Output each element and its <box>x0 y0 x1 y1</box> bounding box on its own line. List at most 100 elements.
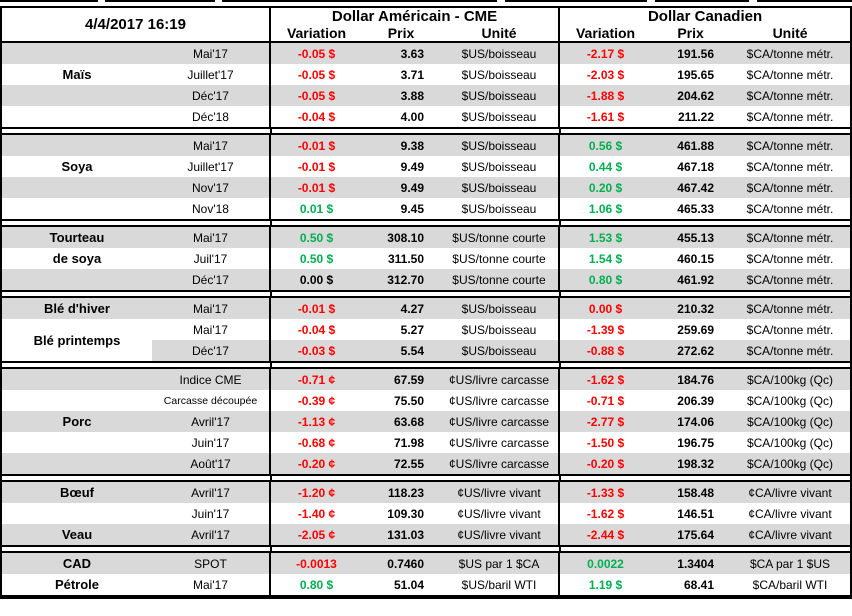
usd-price: 9.49 <box>400 180 424 195</box>
usd-variation: -2.05 ¢ <box>269 524 362 546</box>
usd-unit: $US/boisseau <box>461 67 537 82</box>
table-row: Déc'17 -0.05 $ 3.88 $US/boisseau -1.88 $… <box>2 85 850 106</box>
cad-unit: $CA par 1 $US <box>749 556 831 571</box>
usd-price: 0.7460 <box>387 556 424 571</box>
table-row: Blé d'hiver Mai'17 -0.01 $ 4.27 $US/bois… <box>2 297 850 319</box>
usd-unit: $US/boisseau <box>461 301 537 316</box>
usd-unit: ¢US/livre carcasse <box>448 372 550 387</box>
usd-unit: $US/boisseau <box>461 46 537 61</box>
cad-price: 175.64 <box>677 527 714 542</box>
cad-price: 272.62 <box>677 343 714 358</box>
contract-month: SPOT <box>194 556 227 571</box>
cad-variation: 0.44 $ <box>558 156 651 177</box>
cad-price: 198.32 <box>677 456 714 471</box>
cad-variation: -2.77 $ <box>558 411 651 432</box>
usd-variation: -0.68 ¢ <box>269 432 362 453</box>
usd-unit: $US/tonne courte <box>452 251 546 266</box>
cad-unit: $CA/tonne métr. <box>746 230 834 245</box>
cad-unit: $CA/100kg (Qc) <box>746 372 834 387</box>
usd-unit: $US/baril WTI <box>461 577 537 592</box>
commodity-label <box>2 85 152 106</box>
cad-price: 467.42 <box>677 180 714 195</box>
table-row: Porc Avril'17 -1.13 ¢ 63.68 ¢US/livre ca… <box>2 411 850 432</box>
commodity-label: de soya <box>52 251 102 266</box>
cad-variation: 0.00 $ <box>558 297 651 319</box>
usd-unit: $US/boisseau <box>461 322 537 337</box>
usd-unit: $US/boisseau <box>461 109 537 124</box>
cad-price: 68.41 <box>683 577 714 592</box>
usd-prix-header: Prix <box>387 25 415 41</box>
commodity-label: Blé printemps <box>2 319 152 362</box>
usd-unit: ¢US/livre carcasse <box>448 393 550 408</box>
cad-price: 455.13 <box>677 230 714 245</box>
commodity-label <box>2 432 152 453</box>
group-boeuf-veau: Bœuf Avril'17 -1.20 ¢ 118.23 ¢US/livre v… <box>2 480 850 547</box>
usd-variation: 0.50 $ <box>269 248 362 269</box>
cad-price: 461.88 <box>677 138 714 153</box>
group-divider <box>2 476 850 480</box>
table-row: Carcasse découpée -0.39 ¢ 75.50 ¢US/livr… <box>2 390 850 411</box>
cad-price: 211.22 <box>677 109 714 124</box>
table-row: Déc'17 -0.03 $ 5.54 $US/boisseau -0.88 $… <box>2 340 850 362</box>
usd-section-title: Dollar Américain - CME <box>269 8 560 25</box>
usd-variation: -0.04 $ <box>269 319 362 340</box>
cad-unit: $CA/tonne métr. <box>746 272 834 287</box>
commodity-label <box>2 177 152 198</box>
cad-price: 1.3404 <box>677 556 714 571</box>
cad-variation: 1.06 $ <box>558 198 651 220</box>
table-row: Déc'18 -0.04 $ 4.00 $US/boisseau -1.61 $… <box>2 106 850 128</box>
cad-variation: -1.39 $ <box>558 319 651 340</box>
cad-section-title: Dollar Canadien <box>558 8 851 25</box>
usd-variation: -0.39 ¢ <box>269 390 362 411</box>
commodity-label: CAD <box>62 556 92 571</box>
usd-variation: -0.0013 <box>269 552 362 574</box>
contract-month: Déc'18 <box>192 109 229 124</box>
usd-unit: $US par 1 $CA <box>458 556 540 571</box>
commodity-label <box>2 453 152 475</box>
commodity-label <box>2 503 152 524</box>
cad-price: 460.15 <box>677 251 714 266</box>
usd-price: 51.04 <box>393 577 424 592</box>
table-row: Veau Avril'17 -2.05 ¢ 131.03 ¢US/livre v… <box>2 524 850 546</box>
usd-unit: $US/tonne courte <box>452 230 546 245</box>
contract-month: Août'17 <box>190 456 231 471</box>
contract-month: Avril'17 <box>191 414 230 429</box>
cad-unite-header: Unité <box>772 25 808 41</box>
usd-price: 312.70 <box>387 272 424 287</box>
cad-price: 146.51 <box>677 506 714 521</box>
usd-unit: $US/boisseau <box>461 138 537 153</box>
cad-variation: -1.33 $ <box>558 481 651 503</box>
table-row: Indice CME -0.71 ¢ 67.59 ¢US/livre carca… <box>2 368 850 390</box>
usd-variation-header: Variation <box>269 25 363 42</box>
table-row: Maïs Juillet'17 -0.05 $ 3.71 $US/boissea… <box>2 64 850 85</box>
cad-price: 184.76 <box>677 372 714 387</box>
usd-unit: ¢US/livre vivant <box>457 485 541 500</box>
usd-variation: -1.20 ¢ <box>269 481 362 503</box>
cad-price: 195.65 <box>677 67 714 82</box>
group-ble: Blé d'hiver Mai'17 -0.01 $ 4.27 $US/bois… <box>2 296 850 363</box>
cad-price: 465.33 <box>677 201 714 216</box>
contract-month: Indice CME <box>179 372 242 387</box>
table-row: de soya Juil'17 0.50 $ 311.50 $US/tonne … <box>2 248 850 269</box>
usd-price: 63.68 <box>393 414 424 429</box>
group-mais: Mai'17 -0.05 $ 3.63 $US/boisseau -2.17 $… <box>2 43 850 129</box>
usd-variation: -0.01 $ <box>269 134 362 156</box>
usd-unit: $US/boisseau <box>461 343 537 358</box>
cad-price: 259.69 <box>677 322 714 337</box>
usd-variation: -0.03 $ <box>269 340 362 362</box>
table-row: Nov'18 0.01 $ 9.45 $US/boisseau 1.06 $ 4… <box>2 198 850 220</box>
cad-unit: $CA/tonne métr. <box>746 88 834 103</box>
commodity-label <box>2 134 152 156</box>
usd-price: 3.63 <box>400 46 424 61</box>
commodity-label <box>2 269 152 291</box>
cad-price: 210.32 <box>677 301 714 316</box>
cad-unit: $CA/tonne métr. <box>746 322 834 337</box>
cad-variation: -0.71 $ <box>558 390 651 411</box>
commodity-label: Tourteau <box>49 230 105 245</box>
cad-variation: -1.50 $ <box>558 432 651 453</box>
cad-variation: -1.88 $ <box>558 85 651 106</box>
usd-variation: -0.05 $ <box>269 64 362 85</box>
cad-variation-header: Variation <box>558 25 652 42</box>
table-row: Août'17 -0.20 ¢ 72.55 ¢US/livre carcasse… <box>2 453 850 475</box>
